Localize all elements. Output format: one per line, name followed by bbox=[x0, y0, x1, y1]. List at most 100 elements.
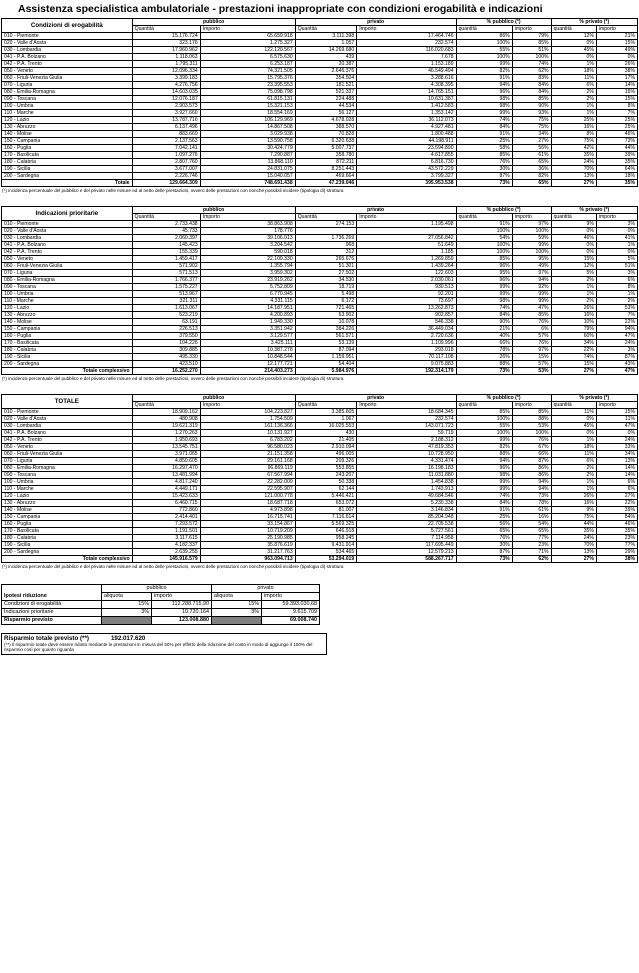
data-cell: 46% bbox=[550, 234, 597, 242]
table-row: 010 - Piemonte 15.176.724 65.659.918 3.111.… bbox=[1, 32, 639, 40]
table-row: 041 - P.A. Bolzano 145.423 3.204.542 968 51.… bbox=[1, 241, 639, 249]
data-cell: 57% bbox=[511, 360, 552, 368]
data-cell: 3.677.007 bbox=[131, 165, 201, 173]
data-cell: 13.590.758 bbox=[199, 137, 296, 145]
data-cell: 10.719.209 bbox=[199, 527, 296, 535]
data-cell: 495.330 bbox=[131, 353, 201, 361]
data-cell: 5.230.338 bbox=[356, 499, 457, 507]
savings-total-pubblico: 123.008.880 bbox=[151, 616, 212, 625]
data-cell: 97% bbox=[511, 220, 552, 228]
data-cell: 243.207 bbox=[294, 471, 358, 479]
table-row: 070 - Liguria 4.276.756 23.395.553 181.521 4… bbox=[1, 81, 639, 89]
data-cell: 16% bbox=[511, 513, 552, 521]
region-label: 041 - P.A. Bolzano bbox=[1, 53, 133, 61]
table-row: 170 - Basilicata 1.191.501 10.719.209 646.9… bbox=[1, 527, 639, 535]
data-cell: 100% bbox=[455, 415, 513, 423]
data-cell: 13.545.751 bbox=[131, 443, 201, 451]
data-cell: 55% bbox=[455, 422, 513, 430]
total-cell: 395.953.538 bbox=[356, 179, 457, 187]
total-cell: 192.314.179 bbox=[356, 367, 457, 375]
table-row: 110 - Marche 4.449.171 22.595.907 62.144 1.7… bbox=[1, 485, 639, 493]
data-cell: 86% bbox=[511, 471, 552, 479]
data-cell: 1.613.067 bbox=[131, 304, 201, 312]
table-row: 070 - Liguria 4.850.605 29.161.168 209.326 4… bbox=[1, 457, 639, 465]
data-cell: 1.575.227 bbox=[131, 283, 201, 291]
data-cell: 2.720.636 bbox=[356, 332, 457, 340]
data-cell: 1% bbox=[550, 60, 597, 68]
data-cell: 3% bbox=[595, 269, 639, 277]
data-cell: 958.245 bbox=[294, 534, 358, 542]
data-cell: 74% bbox=[455, 304, 513, 312]
data-cell: 3.111.398 bbox=[294, 32, 358, 40]
data-cell: 99% bbox=[455, 436, 513, 444]
data-cell: 209.326 bbox=[294, 457, 358, 465]
table-row: 080 - Emilia-Romagna 14.603.035 75.098.798… bbox=[1, 88, 639, 96]
data-cell: 91% bbox=[455, 220, 513, 228]
data-cell: 100% bbox=[455, 429, 513, 437]
data-cell: 9.431.914 bbox=[294, 541, 358, 549]
table-row: 160 - Puglia 379.550 3.129.577 561.571 2.720… bbox=[1, 332, 639, 340]
region-label: 110 - Marche bbox=[1, 109, 133, 117]
data-cell: 17.960.962 bbox=[131, 46, 201, 54]
region-label: 130 - Abruzzo bbox=[1, 499, 133, 507]
grand-total-note: (**) Il risparmio totale deve essere rid… bbox=[4, 642, 313, 653]
data-cell: 1.454.838 bbox=[356, 478, 457, 486]
data-cell: 94% bbox=[511, 276, 552, 284]
region-label: 130 - Abruzzo bbox=[1, 123, 133, 131]
data-cell: 1.412.583 bbox=[356, 102, 457, 110]
data-cell: 26% bbox=[550, 492, 597, 500]
data-cell: 358.780 bbox=[294, 151, 358, 159]
data-cell: 84% bbox=[511, 88, 552, 96]
subheader-quantita: Quantità bbox=[131, 401, 201, 409]
region-label: 200 - Sardegna bbox=[1, 172, 133, 180]
data-cell: 36.449.034 bbox=[356, 325, 457, 333]
total-cell: 588.267.717 bbox=[356, 555, 457, 563]
subheader-quantita: Quantità bbox=[294, 401, 358, 409]
savings-row-label: Condizioni di erogabilità bbox=[1, 600, 102, 609]
data-cell: 772.860 bbox=[131, 506, 201, 514]
data-cell: 1.800.488 bbox=[356, 130, 457, 138]
header-privato: privato bbox=[294, 394, 457, 402]
data-cell: 2.137.563 bbox=[131, 137, 201, 145]
data-cell: 27.056.842 bbox=[356, 234, 457, 242]
data-cell: 99% bbox=[455, 109, 513, 117]
data-cell: 51% bbox=[595, 262, 639, 270]
region-label: 090 - Toscana bbox=[1, 471, 133, 479]
data-cell: 1% bbox=[550, 109, 597, 117]
data-cell: 84% bbox=[511, 81, 552, 89]
data-cell: 439 bbox=[294, 53, 358, 61]
data-cell: 4.850.605 bbox=[131, 457, 201, 465]
data-cell: 9% bbox=[550, 220, 597, 228]
data-cell: 2.903.573 bbox=[131, 102, 201, 110]
data-cell: 7.290.887 bbox=[199, 151, 296, 159]
subheader-quantita: quantità bbox=[550, 401, 597, 409]
data-cell: 95% bbox=[511, 255, 552, 263]
data-cell: 323.176 bbox=[131, 39, 201, 47]
data-cell: 274.153 bbox=[294, 220, 358, 228]
table-row: 060 - Friuli-Venezia Giulia 3.971.065 21.1… bbox=[1, 450, 639, 458]
table-row: 180 - Calabria 2.807.760 13.868.110 872.211… bbox=[1, 158, 639, 166]
data-cell: 23.594.890 bbox=[356, 144, 457, 152]
data-cell: 99% bbox=[455, 478, 513, 486]
data-cell: 96% bbox=[455, 276, 513, 284]
data-cell: 47% bbox=[511, 304, 552, 312]
data-cell: 70% bbox=[550, 165, 597, 173]
data-cell: 96.869.119 bbox=[199, 464, 296, 472]
data-cell: 25% bbox=[550, 116, 597, 124]
data-cell: 13.787.716 bbox=[131, 116, 201, 124]
region-label: 160 - Puglia bbox=[1, 520, 133, 528]
data-cell: 44.534 bbox=[294, 102, 358, 110]
data-cell: 2.807.760 bbox=[131, 158, 201, 166]
data-cell: 54% bbox=[455, 234, 513, 242]
data-cell: 78% bbox=[511, 499, 552, 507]
data-cell: 23.395.553 bbox=[199, 81, 296, 89]
data-cell: 47% bbox=[595, 422, 639, 430]
region-label: 150 - Campania bbox=[1, 325, 133, 333]
data-cell: 40% bbox=[455, 332, 513, 340]
region-label: 200 - Sardegna bbox=[1, 360, 133, 368]
data-cell: 29.161.168 bbox=[199, 457, 296, 465]
region-label: 041 - P.A. Bolzano bbox=[1, 429, 133, 437]
subheader-importo: importo bbox=[511, 401, 552, 409]
table-row: 170 - Basilicata 1.097.276 7.290.887 358.78… bbox=[1, 151, 639, 159]
data-cell: 902.857 bbox=[356, 311, 457, 319]
